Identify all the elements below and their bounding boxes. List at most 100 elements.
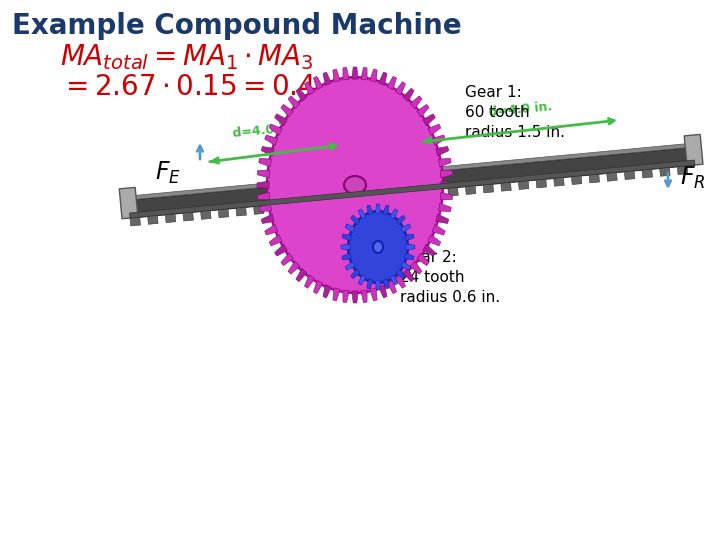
Polygon shape	[265, 135, 278, 145]
Polygon shape	[678, 166, 688, 174]
Polygon shape	[341, 244, 350, 250]
Polygon shape	[403, 88, 414, 102]
Polygon shape	[483, 184, 494, 193]
Polygon shape	[390, 209, 398, 219]
Polygon shape	[413, 191, 423, 199]
Polygon shape	[403, 268, 414, 282]
Polygon shape	[430, 189, 441, 198]
Polygon shape	[281, 104, 293, 117]
Text: $F_R$: $F_R$	[680, 165, 706, 191]
Polygon shape	[236, 207, 246, 216]
Polygon shape	[379, 72, 387, 85]
Polygon shape	[269, 234, 282, 246]
Polygon shape	[406, 244, 415, 250]
Polygon shape	[440, 170, 453, 178]
Polygon shape	[333, 288, 341, 301]
Polygon shape	[428, 234, 441, 246]
Polygon shape	[376, 281, 380, 290]
Polygon shape	[324, 199, 335, 208]
Polygon shape	[395, 82, 405, 95]
Text: $MA_{total} = MA_1 \cdot MA_3$: $MA_{total} = MA_1 \cdot MA_3$	[60, 42, 314, 72]
Polygon shape	[343, 290, 349, 302]
Polygon shape	[274, 244, 287, 256]
Polygon shape	[261, 146, 274, 156]
Polygon shape	[307, 200, 317, 210]
Polygon shape	[352, 291, 358, 303]
Polygon shape	[281, 253, 293, 266]
Polygon shape	[258, 203, 271, 212]
Polygon shape	[261, 214, 274, 224]
Polygon shape	[370, 69, 377, 82]
Polygon shape	[607, 172, 617, 181]
Text: Example Compound Machine: Example Compound Machine	[12, 12, 462, 40]
Polygon shape	[410, 96, 422, 109]
Polygon shape	[296, 88, 307, 102]
Polygon shape	[401, 261, 411, 270]
Polygon shape	[120, 187, 138, 219]
Polygon shape	[269, 124, 282, 136]
Polygon shape	[257, 181, 269, 189]
Polygon shape	[361, 68, 367, 80]
Text: $= 2.67 \cdot 0.15 = 0.4$: $= 2.67 \cdot 0.15 = 0.4$	[60, 74, 316, 101]
Ellipse shape	[348, 211, 408, 283]
Polygon shape	[148, 215, 158, 224]
Polygon shape	[253, 206, 264, 214]
Polygon shape	[387, 280, 397, 294]
Polygon shape	[448, 187, 458, 196]
Polygon shape	[274, 114, 287, 126]
Polygon shape	[436, 146, 449, 156]
Polygon shape	[401, 224, 411, 233]
Polygon shape	[130, 160, 695, 218]
Polygon shape	[289, 202, 300, 211]
Polygon shape	[313, 280, 323, 294]
Polygon shape	[395, 192, 405, 201]
Text: d=4.0 in.: d=4.0 in.	[232, 120, 297, 139]
Polygon shape	[166, 214, 176, 222]
Polygon shape	[130, 217, 140, 226]
Polygon shape	[518, 181, 529, 190]
Ellipse shape	[344, 176, 366, 194]
Polygon shape	[351, 269, 360, 279]
Polygon shape	[323, 72, 331, 85]
Polygon shape	[465, 186, 476, 194]
Polygon shape	[554, 177, 564, 186]
Polygon shape	[405, 253, 414, 260]
Polygon shape	[423, 244, 436, 256]
Polygon shape	[417, 253, 429, 266]
Polygon shape	[438, 158, 451, 167]
Polygon shape	[257, 170, 270, 178]
Polygon shape	[436, 214, 449, 224]
Polygon shape	[218, 209, 229, 218]
Polygon shape	[305, 82, 315, 95]
Polygon shape	[660, 167, 670, 176]
Polygon shape	[432, 135, 445, 145]
Polygon shape	[441, 181, 453, 189]
Polygon shape	[361, 290, 367, 302]
Polygon shape	[345, 224, 355, 233]
Polygon shape	[383, 205, 389, 215]
Polygon shape	[352, 67, 358, 79]
Polygon shape	[383, 279, 389, 289]
Polygon shape	[128, 143, 693, 200]
Polygon shape	[128, 147, 695, 218]
Polygon shape	[333, 69, 341, 82]
Polygon shape	[201, 211, 211, 219]
Polygon shape	[438, 203, 451, 212]
Polygon shape	[359, 195, 370, 205]
Polygon shape	[343, 68, 349, 80]
Polygon shape	[501, 183, 511, 191]
Polygon shape	[387, 76, 397, 90]
Polygon shape	[358, 209, 366, 219]
Polygon shape	[379, 285, 387, 298]
Text: d=4.0 in.: d=4.0 in.	[487, 100, 552, 119]
Polygon shape	[296, 268, 307, 282]
Ellipse shape	[267, 77, 443, 293]
Polygon shape	[258, 158, 271, 167]
Polygon shape	[432, 225, 445, 235]
Polygon shape	[624, 171, 635, 180]
Polygon shape	[345, 261, 355, 270]
Polygon shape	[313, 76, 323, 90]
Polygon shape	[440, 192, 453, 200]
Polygon shape	[342, 253, 351, 260]
Polygon shape	[377, 194, 387, 203]
